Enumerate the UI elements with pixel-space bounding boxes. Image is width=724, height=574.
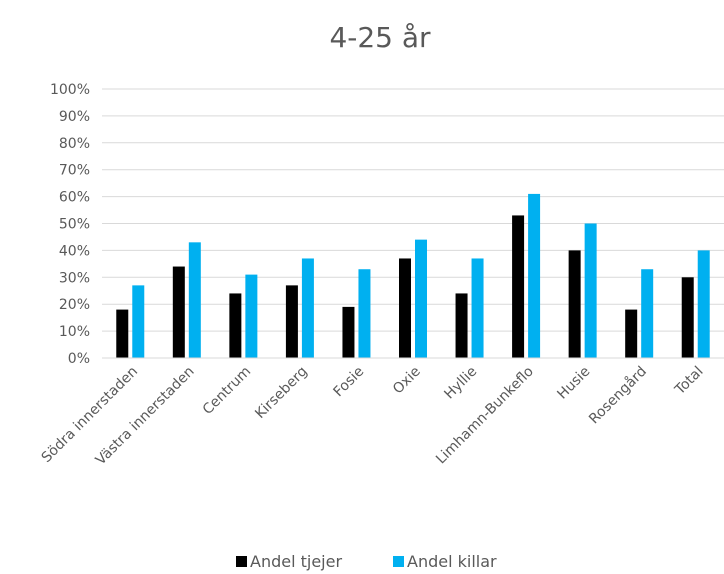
x-tick-label-limhamn-bunkeflo: Limhamn-Bunkeflo: [433, 364, 537, 468]
bar-andel-tjejer-total: [681, 277, 694, 358]
x-tick-label-sodra-innerstaden: Södra innerstaden: [39, 364, 141, 466]
y-tick-label: 100%: [50, 82, 90, 98]
bars: [116, 193, 710, 358]
y-axis-labels: 0% 10% 20% 30% 40% 50% 60% 70% 80% 90% 100%: [50, 82, 90, 367]
bar-andel-killar-oxie: [415, 239, 427, 358]
bar-andel-killar-rosengard: [641, 269, 654, 358]
y-tick-label: 20%: [59, 297, 90, 313]
bar-andel-killar-kirseberg: [301, 258, 314, 358]
x-tick-label-vastra-innerstaden: Västra innerstaden: [93, 364, 198, 469]
x-tick-label-fosie: Fosie: [331, 364, 368, 401]
bar-andel-killar-limhamn-bunkeflo: [528, 193, 541, 358]
bar-andel-tjejer-fosie: [342, 306, 355, 358]
bar-andel-killar-husie: [584, 223, 597, 358]
legend: Andel tjejer Andel killar: [236, 552, 497, 571]
x-tick-label-rosengard: Rosengård: [585, 363, 650, 428]
bar-andel-killar-fosie: [358, 269, 371, 358]
y-tick-label: 30%: [59, 270, 90, 286]
legend-label-andel-killar: Andel killar: [407, 552, 497, 571]
bar-andel-killar-hyllie: [471, 258, 484, 358]
x-tick-label-oxie: Oxie: [390, 364, 424, 398]
y-tick-label: 60%: [59, 190, 90, 206]
bar-andel-killar-centrum: [245, 274, 258, 358]
gridlines: [102, 88, 724, 332]
chart-title: 4-25 år: [329, 21, 431, 54]
bar-andel-killar-vastra-innerstaden: [188, 242, 201, 358]
bar-andel-tjejer-vastra-innerstaden: [172, 266, 185, 358]
bar-andel-killar-total: [697, 250, 710, 358]
bar-andel-tjejer-sodra-innerstaden: [116, 309, 129, 358]
y-tick-label: 90%: [59, 109, 90, 125]
y-tick-label: 10%: [59, 324, 90, 340]
y-tick-label: 50%: [59, 217, 90, 233]
legend-label-andel-tjejer: Andel tjejer: [250, 552, 342, 571]
x-tick-label-centrum: Centrum: [200, 364, 254, 418]
bar-andel-tjejer-hyllie: [455, 293, 468, 358]
y-tick-label: 0%: [68, 351, 90, 367]
bar-andel-tjejer-oxie: [399, 258, 411, 358]
bar-andel-tjejer-kirseberg: [285, 285, 298, 358]
x-tick-label-kirseberg: Kirseberg: [252, 364, 310, 422]
bar-andel-tjejer-rosengard: [625, 309, 638, 358]
x-tick-label-total: Total: [671, 364, 706, 399]
y-tick-label: 80%: [59, 136, 90, 152]
y-tick-label: 40%: [59, 243, 90, 259]
bar-andel-tjejer-limhamn-bunkeflo: [512, 215, 525, 358]
bar-andel-killar-sodra-innerstaden: [132, 285, 145, 358]
bar-andel-tjejer-centrum: [229, 293, 242, 358]
y-tick-label: 70%: [59, 163, 90, 179]
x-tick-label-husie: Husie: [554, 364, 593, 403]
legend-swatch-andel-killar: [393, 556, 404, 567]
legend-swatch-andel-tjejer: [236, 556, 247, 567]
bar-andel-tjejer-husie: [568, 250, 581, 358]
x-tick-label-hyllie: Hyllie: [441, 364, 480, 403]
